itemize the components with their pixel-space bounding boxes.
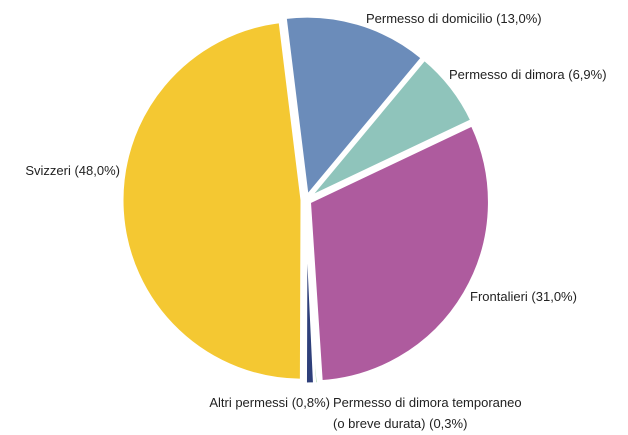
category-label: Altri permessi xyxy=(209,395,289,410)
pie-slice xyxy=(307,122,491,384)
pie-slice xyxy=(120,19,304,382)
category-label: Permesso di dimora xyxy=(449,67,565,82)
value-label: (48,0%) xyxy=(74,163,120,178)
slice-label: Permesso di domicilio (13,0%) xyxy=(366,8,542,29)
category-label: Frontalieri xyxy=(470,289,528,304)
value-label: (31,0%) xyxy=(531,289,577,304)
pie-slice xyxy=(303,203,317,386)
category-label: Permesso di domicilio xyxy=(366,11,493,26)
slice-label: Permesso di dimora (6,9%) xyxy=(449,64,607,85)
pie-slice xyxy=(308,57,474,199)
slice-label: Permesso di dimora temporaneo (o breve d… xyxy=(333,392,533,434)
value-label: (0,8%) xyxy=(291,395,330,410)
slice-label: Svizzeri (48,0%) xyxy=(25,160,120,181)
value-label: (13,0%) xyxy=(496,11,542,26)
slice-label: Frontalieri (31,0%) xyxy=(470,286,577,307)
slice-label: Altri permessi (0,8%) xyxy=(209,392,330,413)
value-label: (6,9%) xyxy=(568,67,607,82)
value-label: (0,3%) xyxy=(429,416,468,431)
pie-slice xyxy=(283,14,425,200)
category-label: Svizzeri xyxy=(25,163,71,178)
category-label: Permesso di dimora temporaneo (o breve d… xyxy=(333,395,522,431)
